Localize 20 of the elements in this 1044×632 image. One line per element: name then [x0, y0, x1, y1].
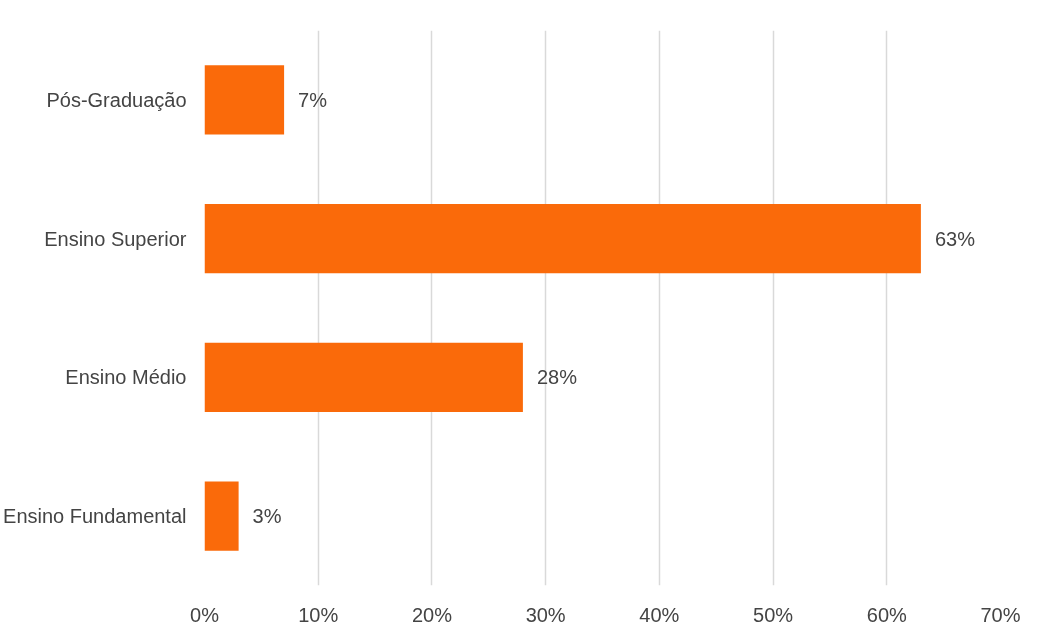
x-tick-label: 30% — [525, 603, 566, 626]
y-tick-label: Ensino Médio — [65, 366, 187, 389]
x-tick-label: 20% — [411, 603, 453, 626]
x-tick-label: 0% — [190, 603, 220, 626]
bar — [204, 481, 239, 551]
data-label: 7% — [298, 88, 328, 111]
bar — [204, 342, 523, 413]
x-tick-label: 50% — [753, 603, 794, 626]
y-tick-label: Ensino Superior — [44, 227, 187, 250]
x-tick-label: 40% — [639, 603, 680, 626]
bar — [204, 203, 921, 274]
data-label: 63% — [934, 227, 976, 250]
bar — [204, 65, 285, 135]
x-tick-label: 10% — [298, 603, 339, 626]
x-tick-label: 60% — [866, 603, 908, 626]
y-tick-label: Ensino Fundamental — [3, 505, 187, 528]
y-tick-label: Pós-Graduação — [46, 88, 187, 111]
data-label: 3% — [252, 505, 282, 528]
x-tick-label: 70% — [980, 603, 1021, 626]
data-label: 28% — [536, 366, 578, 389]
